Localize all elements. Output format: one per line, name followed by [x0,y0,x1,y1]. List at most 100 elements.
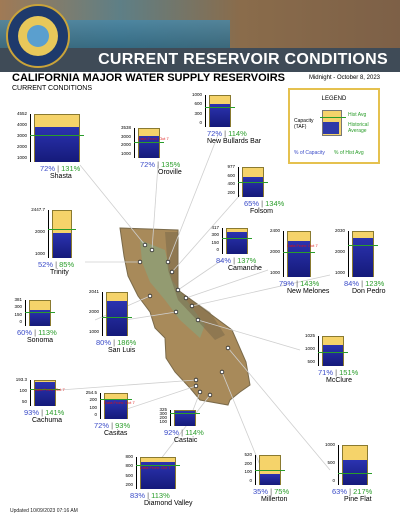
percent-readout: 65% | 134% [244,199,284,208]
capacity-label: 254.5 [85,390,97,395]
reservoir-name: Camanche [228,265,262,272]
pct-capacity: 84 [344,279,353,288]
y-tick-label: 300 [194,110,202,116]
pct-sign: % [377,279,385,288]
percent-readout: 63% | 217% [332,487,372,496]
pct-capacity: 83 [130,491,139,500]
pct-sign: % [172,428,180,437]
reservoir-name: Pine Flat [344,496,372,503]
pct-sign: % [123,421,131,430]
pct-capacity: 92 [164,428,173,437]
pct-sign: % [46,260,54,269]
percent-readout: 83% | 113% [130,491,170,500]
reservoir-name: Sonoma [27,337,54,344]
legend-hist-avg-label: Hist Avg [348,112,367,118]
pct-sign: % [215,129,223,138]
percent-readout: 93% | 141% [24,408,64,417]
percent-readout: 72% | 93% [94,421,130,430]
capacity-label: 2447.7 [31,207,45,212]
pct-capacity: 79 [279,279,288,288]
page-subtitle: CURRENT CONDITIONS [12,85,92,92]
legend-capacity-label: Capacity (TAF) [294,118,314,130]
pct-hist-avg: 141 [45,408,58,417]
y-axis [338,445,339,485]
pct-sign: % [277,199,285,208]
pct-separator: | [359,279,366,288]
y-tick-label: 100 [244,469,252,475]
reservoir-name: Casitas [104,430,128,437]
percent-readout: 72% | 114% [207,129,247,138]
pct-separator: | [32,328,39,337]
y-axis [48,210,49,258]
percent-readout: 72% | 135% [140,160,180,169]
y-tick-label: 2000 [269,249,280,254]
capacity-label: 1025 [304,333,315,338]
data-from-note: Data From: Oct 7 [287,243,318,248]
reservoir-markers [137,242,231,398]
pct-sign: % [102,421,110,430]
y-tick-label: 0 [332,478,335,483]
central-valley [140,240,205,338]
header-banner: CURRENT RESERVOIR CONDITIONS [0,0,400,72]
storage-bar [35,127,79,162]
banner-title: CURRENT RESERVOIR CONDITIONS [98,51,388,68]
y-tick-label: 2000 [120,142,131,148]
pct-sign: % [104,338,112,347]
y-tick-label: 100 [159,419,167,424]
reservoir-name: New Bullards Bar [207,138,262,145]
pct-capacity: 80 [96,338,105,347]
percent-readout: 84% | 123% [344,279,384,288]
pct-sign: % [67,260,75,269]
capacity-label: 1000 [324,442,335,447]
y-axis [318,336,319,366]
report-date: Midnight - October 8, 2023 [308,75,380,81]
pct-separator: | [179,428,186,437]
storage-bar [105,400,127,419]
pct-sign: % [365,487,373,496]
historical-average-line [134,142,164,143]
pct-sign: % [224,256,232,265]
pct-separator: | [53,260,60,269]
pct-separator: | [111,338,118,347]
storage-bar [107,301,127,336]
pct-separator: | [145,491,152,500]
pct-sign: % [32,408,40,417]
percent-readout: 52% | 85% [38,260,74,269]
pct-capacity: 71 [318,368,327,377]
y-tick-label: 200 [244,460,252,466]
storage-bar [353,238,373,277]
historical-average-line [318,352,348,353]
pct-hist-avg: 143 [300,279,313,288]
pct-hist-avg: 137 [237,256,250,265]
y-axis [205,95,206,127]
storage-bar [35,382,55,406]
legend-hist-line [320,117,346,118]
pct-capacity: 60 [17,328,26,337]
pct-separator: | [268,487,275,496]
banner-title-bar: CURRENT RESERVOIR CONDITIONS [0,48,400,72]
y-tick-label: 100 [19,388,27,393]
legend-storage-fill [323,122,339,134]
y-axis [25,300,26,326]
y-axis [134,128,135,158]
y-tick-label: 150 [14,311,22,317]
y-tick-label: 0 [199,120,202,125]
reservoir-name: Cachuma [32,417,62,424]
pct-hist-avg: 114 [185,428,198,437]
historical-average-line [255,470,285,471]
pct-sign: % [50,328,57,337]
storage-bar [139,136,159,158]
storage-bar [227,232,247,254]
reservoir-name: Shasta [50,173,72,180]
historical-average-line [30,135,84,136]
y-tick-label: 1000 [304,346,315,351]
pct-capacity: 72 [40,164,49,173]
pct-capacity: 35 [253,487,262,496]
percent-readout: 60% | 113% [17,328,57,337]
percent-readout: 72% | 131% [40,164,80,173]
percent-readout: 79% | 143% [279,279,319,288]
percent-readout: 84% | 137% [216,256,256,265]
pct-hist-avg: 217 [353,487,366,496]
pct-separator: | [294,279,301,288]
